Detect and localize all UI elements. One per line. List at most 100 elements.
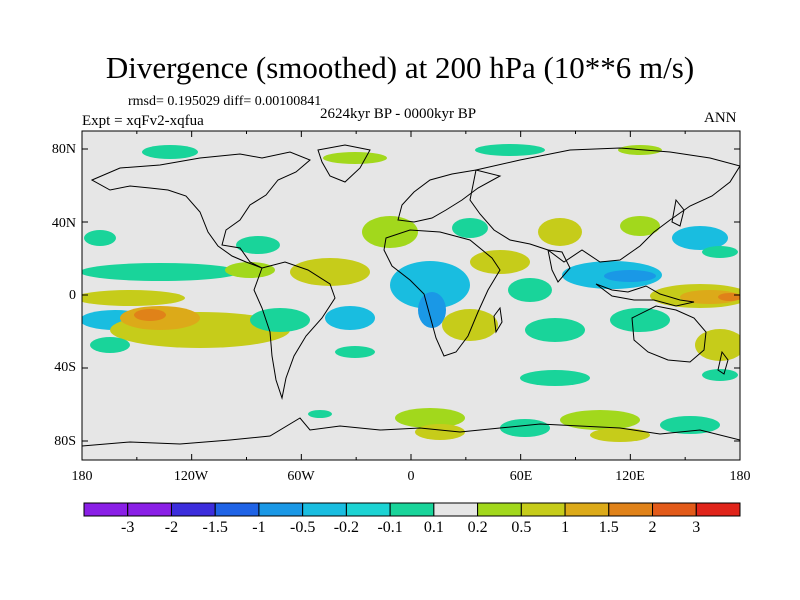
experiment-label: Expt = xqFv2-xqfua [82, 113, 204, 129]
colorbar-swatch [389, 502, 435, 517]
field-patch [452, 218, 488, 238]
colorbar-swatch [302, 502, 347, 517]
colorbar-label: -1 [252, 519, 266, 536]
field-patch [415, 424, 465, 440]
coastline-south-america [253, 261, 336, 400]
colorbar-swatch [214, 502, 260, 517]
field-patch [418, 292, 446, 328]
field-patch [290, 258, 370, 286]
coastline-australia [631, 305, 707, 363]
field-patch [610, 308, 670, 332]
colorbar-swatch [520, 502, 566, 517]
field-patch [695, 329, 740, 361]
coastline-greenland [317, 144, 371, 183]
coastline-north-america [90, 151, 311, 269]
lon-label: 60E [509, 469, 533, 484]
colorbar-swatch [345, 502, 391, 517]
colorbar-swatch [258, 502, 304, 517]
coastlines [82, 144, 740, 447]
field-patch [395, 408, 465, 428]
field-patch [82, 263, 240, 281]
lon-label: 180 [71, 469, 93, 484]
field-patch [475, 144, 545, 156]
figure-title: Divergence (smoothed) at 200 hPa (10**6 … [105, 50, 695, 85]
field-patch [236, 236, 280, 254]
coastline-indonesia [595, 283, 695, 307]
colorbar-swatch [564, 502, 610, 517]
field-patch [660, 416, 720, 434]
field-patch [90, 337, 130, 353]
coastline-india [547, 249, 571, 283]
field-patch [82, 290, 185, 306]
colorbar-label: 0.5 [511, 519, 532, 536]
field-patch [525, 318, 585, 342]
lat-label: 80N [51, 142, 76, 157]
coastline-madagascar [493, 306, 503, 334]
colorbar-label: -0.1 [377, 519, 403, 536]
field-patch [390, 261, 470, 309]
lon-label: 0 [407, 469, 415, 484]
colorbar-label: -1.5 [202, 519, 228, 536]
field-patch [84, 230, 116, 246]
colorbar-swatch [170, 502, 216, 517]
season-label: ANN [704, 110, 737, 126]
colorbar [83, 502, 741, 517]
colorbar-swatch [695, 502, 741, 517]
colorbar-label: -0.5 [289, 519, 316, 536]
colorbar-label: 1.5 [598, 519, 619, 536]
field-patch [308, 410, 332, 418]
field-patch [508, 278, 552, 302]
lat-label: 40S [54, 360, 76, 375]
field-patch [604, 270, 656, 282]
lat-label: 40N [51, 216, 76, 231]
colorbar-swatch [433, 502, 479, 517]
stats-text: rmsd= 0.195029 diff= 0.00100841 [128, 94, 322, 109]
coastline-europe [397, 169, 502, 223]
field-patch [250, 308, 310, 332]
period-label: 2624kyr BP - 0000kyr BP [320, 106, 477, 122]
lon-label: 60W [287, 469, 315, 484]
colorbar-label: -3 [121, 519, 135, 536]
colorbar-label: 2 [648, 519, 657, 536]
field-patch [500, 419, 550, 437]
coastline-japan [671, 198, 685, 227]
lat-label: 80S [54, 434, 76, 449]
colorbar-label: 3 [692, 519, 701, 536]
field-patch [225, 262, 275, 278]
colorbar-label: 0.2 [467, 519, 488, 536]
lon-label: 180 [729, 469, 751, 484]
lat-label: 0 [69, 288, 76, 303]
axis-ticks [81, 131, 741, 460]
field-patch [520, 370, 590, 386]
field-patch [702, 246, 738, 258]
colorbar-swatch [83, 502, 129, 517]
field-patch [362, 216, 418, 248]
field-patch [323, 152, 387, 164]
divergence-field [82, 144, 740, 442]
field-patch [142, 145, 198, 159]
field-patch [538, 218, 582, 246]
colorbar-swatch [477, 502, 522, 517]
colorbar-label: 1 [561, 519, 570, 536]
field-patch [590, 428, 650, 442]
colorbar-label: -0.2 [333, 519, 360, 536]
field-patch [325, 306, 375, 330]
colorbar-label: -2 [164, 519, 179, 536]
lon-label: 120E [615, 469, 645, 484]
coastline-africa [383, 229, 501, 357]
field-patch [134, 309, 166, 321]
colorbar-swatch [127, 502, 172, 517]
colorbar-swatch [608, 502, 654, 517]
field-patch [718, 293, 740, 301]
colorbar-swatch [652, 502, 697, 517]
field-patch [702, 369, 738, 381]
field-patch [335, 346, 375, 358]
coastline-new-zealand [717, 350, 729, 375]
coastline-asia [469, 147, 740, 263]
field-patch [672, 226, 728, 250]
field-patch [620, 216, 660, 236]
lon-label: 120W [173, 469, 209, 484]
field-patch [470, 250, 530, 274]
